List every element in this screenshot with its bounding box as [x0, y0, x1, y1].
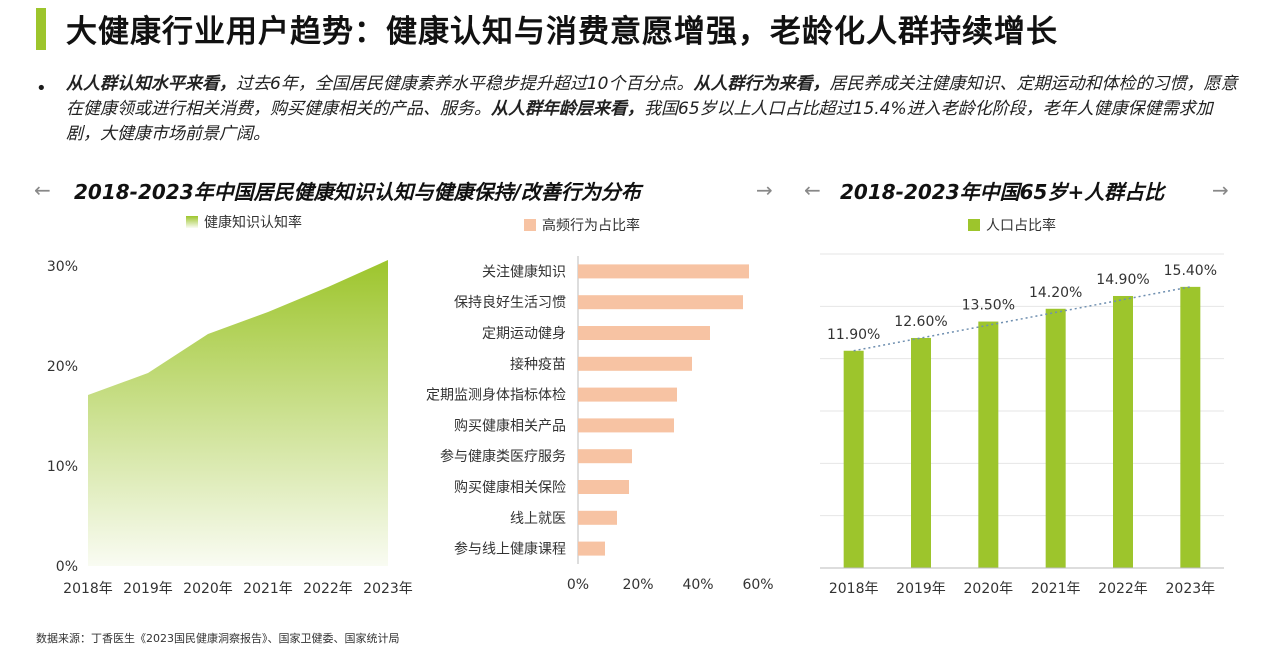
category-label: 购买健康相关产品 — [454, 417, 566, 434]
summary-text: 我国65岁以上人口占比超过15.4%进入老龄化阶段，老年人健康保健需求加剧，大健… — [66, 99, 1213, 144]
x-tick-label: 2020年 — [183, 581, 233, 597]
x-tick-label: 0% — [567, 577, 589, 593]
category-label: 保持良好生活习惯 — [454, 294, 566, 311]
bar — [578, 510, 617, 525]
data-label: 14.20% — [1029, 285, 1082, 301]
bar — [578, 480, 629, 494]
data-label: 13.50% — [962, 298, 1015, 314]
x-tick-label: 2019年 — [123, 581, 173, 597]
x-tick-label: 2020年 — [964, 581, 1014, 597]
bar — [578, 356, 692, 371]
bar — [1180, 286, 1201, 568]
area-chart: 健康知识认知率 0% 10% 20% 30% 2018年 2019年 2020年 2021年 20… — [47, 214, 413, 597]
legend-swatch — [524, 219, 536, 231]
bar — [1045, 308, 1066, 568]
category-label: 线上就医 — [510, 511, 566, 527]
summary-text: 居民养成关注健康知识、定期运动和体检的习惯，愿意在健康领或进行相关消费，购买健康… — [66, 74, 1238, 119]
x-tick-label: 2021年 — [1031, 581, 1081, 597]
arrow-right-icon: → — [1212, 178, 1229, 202]
category-label: 关注健康知识 — [482, 263, 566, 280]
x-tick-label: 2021年 — [243, 581, 293, 597]
arrow-right-icon: → — [756, 178, 773, 202]
y-tick-label: 30% — [47, 259, 78, 275]
category-label: 参与线上健康课程 — [454, 541, 566, 558]
category-label: 购买健康相关保险 — [454, 479, 566, 496]
bar — [978, 321, 999, 568]
x-tick-label: 2023年 — [363, 581, 413, 597]
title-accent-bar — [36, 8, 46, 50]
bar — [578, 295, 743, 310]
horizontal-bar-chart: 高频行为占比率关注健康知识保持良好生活习惯定期运动健身接种疫苗定期监测身体指标体… — [426, 217, 774, 593]
y-tick-label: 10% — [47, 459, 78, 475]
arrow-left-icon: ← — [34, 178, 51, 202]
bar — [578, 387, 677, 402]
data-label: 11.90% — [827, 327, 880, 343]
source-note: 数据来源：丁香医生《2023国民健康洞察报告》、国家卫健委、国家统计局 — [36, 632, 400, 645]
summary-heading: 从人群行为来看， — [693, 74, 830, 94]
legend-label: 高频行为占比率 — [542, 217, 640, 234]
y-tick-label: 0% — [56, 559, 78, 575]
summary-heading: 从人群年龄层来看， — [491, 99, 644, 119]
category-label: 接种疫苗 — [510, 356, 566, 373]
bar — [843, 350, 864, 568]
category-label: 定期运动健身 — [482, 326, 566, 342]
data-label: 14.90% — [1096, 272, 1149, 288]
x-tick-label: 2022年 — [1098, 581, 1148, 597]
bullet-dot: • — [36, 78, 47, 99]
x-tick-label: 2018年 — [829, 581, 879, 597]
bar — [578, 326, 710, 340]
area-series — [88, 260, 388, 566]
legend-label: 健康知识认知率 — [204, 214, 302, 231]
summary-text: 过去6年，全国居民健康素养水平稳步提升超过10个百分点。 — [236, 74, 694, 94]
arrow-left-icon: ← — [804, 178, 821, 202]
summary-paragraph: 从人群认知水平来看，过去6年，全国居民健康素养水平稳步提升超过10个百分点。从人… — [66, 72, 1246, 147]
data-label: 15.40% — [1164, 263, 1217, 279]
category-label: 定期监测身体指标体检 — [426, 388, 566, 404]
bar — [911, 337, 931, 568]
legend-swatch — [186, 216, 198, 228]
x-tick-label: 40% — [682, 577, 713, 593]
x-tick-label: 2019年 — [896, 581, 946, 597]
x-tick-label: 2018年 — [63, 581, 113, 597]
bar — [1113, 295, 1133, 568]
x-tick-label: 20% — [622, 577, 653, 593]
legend-swatch — [968, 219, 980, 231]
x-tick-label: 60% — [742, 577, 773, 593]
page-title: 大健康行业用户趋势：健康认知与消费意愿增强，老龄化人群持续增长 — [66, 14, 1058, 50]
data-label: 12.60% — [894, 314, 947, 330]
summary-heading: 从人群认知水平来看， — [66, 74, 236, 94]
vertical-bar-chart: 人口占比率 11.90% 2018年 12.60% 2019年 13.50% 2020年 14… — [820, 217, 1224, 597]
x-tick-label: 2022年 — [303, 581, 353, 597]
right-section-title: 2018-2023年中国65岁+人群占比 — [840, 180, 1165, 204]
legend-label: 人口占比率 — [986, 217, 1056, 234]
bar — [578, 541, 605, 556]
bar — [578, 418, 674, 433]
bar — [578, 449, 632, 464]
category-label: 参与健康类医疗服务 — [440, 448, 566, 465]
left-section-title: 2018-2023年中国居民健康知识认知与健康保持/改善行为分布 — [74, 180, 641, 204]
x-tick-label: 2023年 — [1166, 581, 1216, 597]
bar — [578, 264, 749, 279]
trend-line — [853, 286, 1191, 352]
y-tick-label: 20% — [47, 359, 78, 375]
